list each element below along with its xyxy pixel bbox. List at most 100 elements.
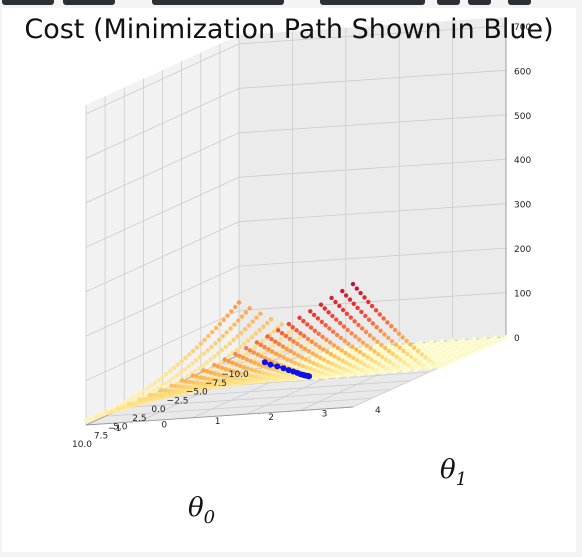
surface-point [500, 336, 505, 341]
surface-point [220, 373, 225, 378]
grid-line-z-left [85, 176, 240, 248]
surface-point [445, 349, 450, 354]
surface-point [167, 368, 173, 374]
surface-point [347, 353, 352, 358]
surface-point [345, 327, 350, 333]
surface-point [257, 369, 262, 375]
surface-point [417, 345, 422, 350]
surface-point [320, 374, 325, 379]
surface-point [268, 372, 273, 377]
surface-point [361, 352, 366, 357]
surface-point [316, 373, 322, 379]
surface-point [209, 377, 215, 382]
toolbar-button-2[interactable] [63, 0, 115, 5]
surface-point [329, 348, 334, 353]
toolbar-button-5[interactable] [437, 0, 460, 5]
surface-point [194, 374, 199, 379]
surface-point [351, 364, 357, 369]
surface-point [206, 381, 212, 387]
surface-point [227, 341, 232, 346]
surface-point [343, 350, 348, 356]
surface-point [299, 355, 305, 360]
surface-point [141, 388, 146, 393]
surface-point [197, 366, 202, 371]
surface-point [357, 337, 362, 342]
surface-point [241, 355, 246, 360]
surface-point [392, 369, 397, 374]
grid-line-z-left [85, 43, 240, 115]
surface-point [427, 358, 432, 363]
surface-point [452, 345, 457, 351]
surface-point [454, 357, 459, 362]
toolbar-button-1[interactable] [2, 0, 54, 5]
surface-point [465, 352, 470, 357]
surface-point [261, 375, 267, 380]
surface-point [225, 313, 230, 318]
surface-point [278, 337, 284, 342]
surface-point [389, 345, 394, 350]
grid-line-z-back [238, 69, 507, 89]
toolbar-button-7[interactable] [508, 0, 531, 5]
surface-point [362, 362, 367, 367]
pane-back [239, 17, 506, 355]
surface-point [231, 337, 236, 343]
grid-line-x-floor [143, 380, 411, 400]
surface-point [342, 338, 347, 344]
grid-line-z-left [85, 265, 240, 337]
surface-point [202, 337, 207, 343]
surface-point [366, 364, 371, 369]
surface-point [474, 344, 479, 349]
surface-point [192, 385, 197, 390]
surface-point [264, 371, 270, 376]
surface-point [194, 345, 200, 350]
surface-point [416, 354, 421, 359]
z-tick-label: 200 [514, 245, 531, 255]
surface-point [205, 348, 210, 353]
surface-point [412, 357, 418, 363]
toolbar-button-3[interactable] [152, 0, 284, 5]
surface-point [272, 373, 277, 378]
surface-point [244, 361, 249, 366]
x-tick-label: −10.0 [221, 370, 249, 380]
surface-point [378, 346, 384, 351]
surface-point [269, 336, 274, 342]
surface-point [373, 308, 379, 313]
surface-point [322, 306, 327, 311]
surface-point [296, 353, 301, 358]
surface-point [419, 356, 424, 362]
surface-point [317, 344, 322, 350]
surface-point [243, 377, 248, 382]
surface-point [378, 328, 383, 333]
surface-point [354, 347, 359, 352]
surface-point [115, 406, 121, 411]
surface-point [247, 306, 252, 311]
surface-point [442, 341, 448, 347]
surface-point [254, 340, 260, 345]
surface-point [290, 325, 295, 330]
surface-point [159, 383, 164, 388]
surface-point [225, 379, 230, 384]
surface-point [178, 370, 183, 375]
surface-point [316, 331, 321, 336]
surface-point [366, 317, 372, 322]
toolbar-button-6[interactable] [468, 0, 491, 5]
surface-point [302, 333, 307, 339]
surface-point [257, 375, 263, 380]
surface-point [375, 339, 380, 344]
surface-point [193, 368, 198, 374]
surface-point [441, 351, 446, 356]
surface-point [269, 376, 274, 381]
surface-point [182, 367, 187, 372]
toolbar-button-4[interactable] [320, 0, 425, 5]
surface-point [335, 345, 341, 351]
surface-point [332, 354, 337, 359]
surface-point [463, 345, 468, 350]
path-point [267, 361, 274, 368]
surface-point [299, 344, 304, 349]
surface-point [355, 305, 360, 311]
surface-point [202, 381, 208, 386]
grid-line-z-back [238, 25, 507, 45]
surface-point [311, 360, 316, 366]
y-tick-label: 0 [161, 420, 167, 430]
x-tick-label: 10.0 [72, 440, 92, 450]
